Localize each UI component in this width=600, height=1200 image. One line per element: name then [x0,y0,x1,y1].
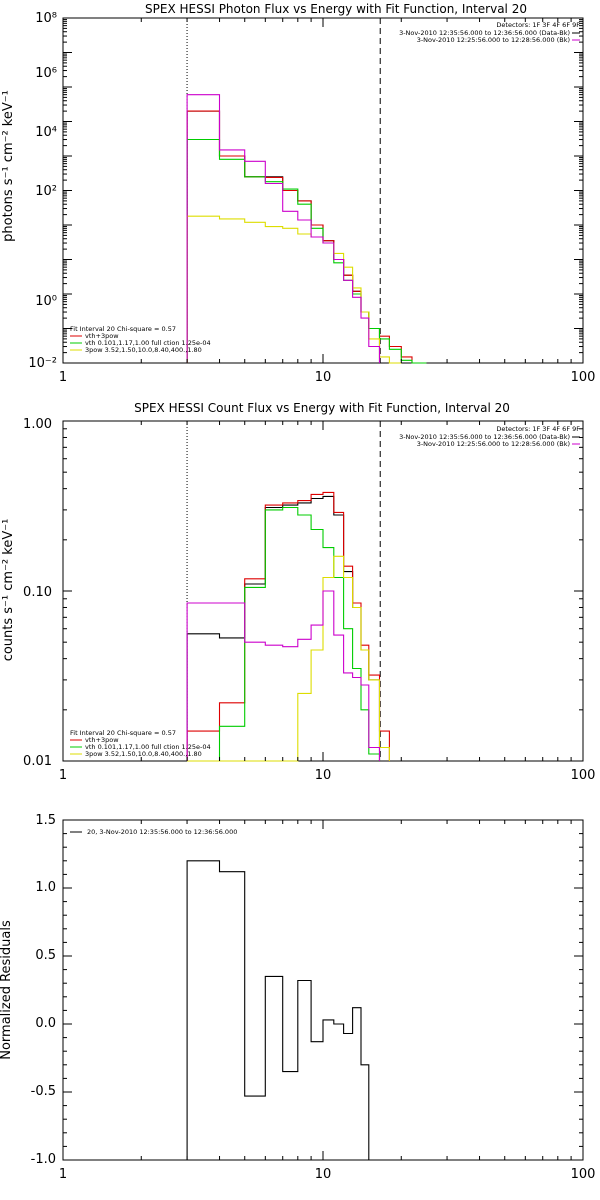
residuals-plot-frame [62,819,584,1161]
photon-flux-title: SPEX HESSI Photon Flux vs Energy with Fi… [145,2,527,16]
count-legend-data-bk: 3-Nov-2010 12:35:56.000 to 12:36:56.000 … [399,433,570,441]
photon-legend-fit-interval: Fit Interval 20 Chi-square = 0.57 [70,325,176,333]
photon-series-data-bk [186,110,381,363]
count-x-tick-100: 100 [571,768,596,783]
residuals-series-group [186,860,380,1161]
resid-legend-label: 20, 3-Nov-2010 12:35:56.000 to 12:36:56.… [87,828,237,836]
photon-series-vth-3pow [186,110,427,364]
photon-y-tick-1e-2: 10⁻² [28,356,57,371]
residuals-panel: Normalized Residuals 1 10 100 -1.0 -0.5 … [0,813,595,1182]
count-series-3pow [187,555,390,762]
resid-y-tick-1.5: 1.5 [35,813,56,828]
resid-y-tick-0.0: 0.0 [35,1016,56,1031]
count-legend-bk: 3-Nov-2010 12:25:56.000 to 12:28:56.000 … [417,440,570,448]
photon-legend-detectors: Detectors: 1F 3F 4F 6F 9F [496,21,580,29]
photon-x-tick-100: 100 [571,370,596,385]
resid-y-tick-neg1.0: -1.0 [31,1152,56,1167]
count-legend-vth: vth 0.101,1.17,1.00 full ction 1.25e-04 [85,743,211,751]
photon-x-tick-1: 1 [59,370,67,385]
count-legend-3pow: 3pow 3.52,1.50,10.0,8.40,400.,1.80 [85,750,202,758]
count-series-vth [187,506,381,762]
count-legend-vth3pow: vth+3pow [85,736,119,744]
photon-flux-plot-frame [62,17,584,364]
photon-legend-vth: vth 0.101,1.17,1.00 full ction 1.25e-04 [85,339,211,347]
count-series-bk [186,590,381,761]
photon-flux-panel: SPEX HESSI Photon Flux vs Energy with Fi… [1,2,595,385]
count-legend-detectors: Detectors: 1F 3F 4F 6F 9F [496,425,580,433]
residuals-y-label: Normalized Residuals [0,920,14,1060]
count-series-vth-3pow [186,491,390,761]
photon-flux-series-group [186,18,427,364]
photon-y-tick-1e6: 10⁶ [35,66,57,81]
photon-legend-3pow: 3pow 3.52,1.50,10.0,8.40,400.,1.80 [85,346,202,354]
resid-y-tick-0.5: 0.5 [35,948,56,963]
photon-y-tick-1e8: 10⁸ [35,11,57,26]
count-y-tick-0.01: 0.01 [23,754,52,769]
count-x-tick-1: 1 [59,768,67,783]
resid-series-20 [186,860,380,1161]
count-flux-series-group [186,421,390,762]
resid-x-tick-1: 1 [59,1167,67,1182]
photon-y-tick-1e4: 10⁴ [35,125,57,140]
count-flux-panel: SPEX HESSI Count Flux vs Energy with Fit… [1,401,595,783]
resid-y-tick-neg0.5: -0.5 [31,1084,56,1099]
photon-y-tick-1e0: 10⁰ [35,294,57,309]
count-x-tick-10: 10 [315,768,332,783]
photon-x-tick-10: 10 [315,370,332,385]
photon-legend-vth3pow: vth+3pow [85,332,119,340]
photon-legend-data-bk: 3-Nov-2010 12:35:56.000 to 12:36:56.000 … [399,29,570,37]
photon-y-tick-1e2: 10² [35,184,57,199]
count-y-tick-0.10: 0.10 [23,585,52,600]
count-flux-title: SPEX HESSI Count Flux vs Energy with Fit… [134,401,510,415]
resid-x-tick-10: 10 [315,1167,332,1182]
count-legend-fit-interval: Fit Interval 20 Chi-square = 0.57 [70,729,176,737]
photon-legend-bk: 3-Nov-2010 12:25:56.000 to 12:28:56.000 … [417,36,570,44]
photon-flux-y-label: photons s⁻¹ cm⁻² keV⁻¹ [1,90,16,242]
photon-series-bk [186,94,381,363]
photon-series-vth [186,138,427,364]
count-flux-y-label: counts s⁻¹ cm⁻² keV⁻¹ [1,519,16,662]
resid-y-tick-1.0: 1.0 [35,880,56,895]
resid-x-tick-100: 100 [571,1167,596,1182]
count-y-tick-1.00: 1.00 [23,417,52,432]
